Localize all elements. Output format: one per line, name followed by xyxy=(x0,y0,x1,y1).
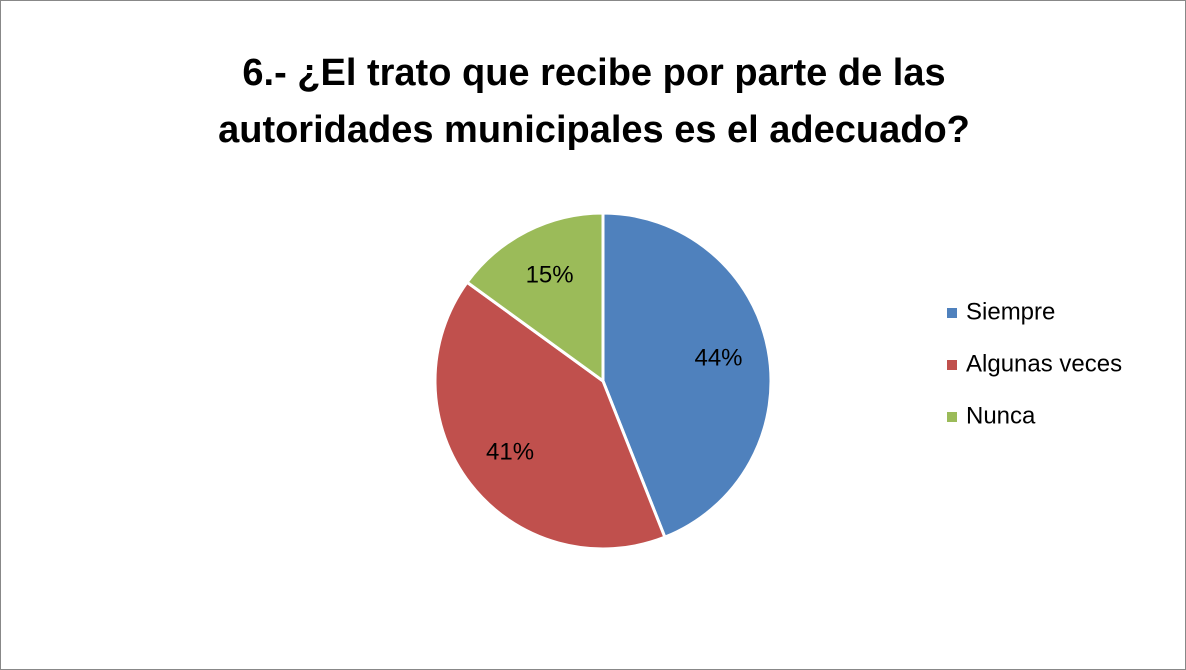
pie-slice xyxy=(433,280,667,551)
pie-slice xyxy=(601,211,773,540)
legend-swatch xyxy=(947,308,957,318)
chart-title: 6.- ¿El trato que recibe por parte de la… xyxy=(218,52,970,151)
data-label: 41% xyxy=(486,438,534,465)
data-label: 44% xyxy=(694,344,742,371)
legend-swatch xyxy=(947,360,957,370)
legend-swatch xyxy=(947,412,957,422)
pie-slice xyxy=(464,211,605,384)
legend-label: Nunca xyxy=(966,402,1036,429)
data-label: 15% xyxy=(526,262,574,289)
legend-label: Algunas veces xyxy=(966,350,1122,377)
legend-label: Siempre xyxy=(966,298,1055,325)
